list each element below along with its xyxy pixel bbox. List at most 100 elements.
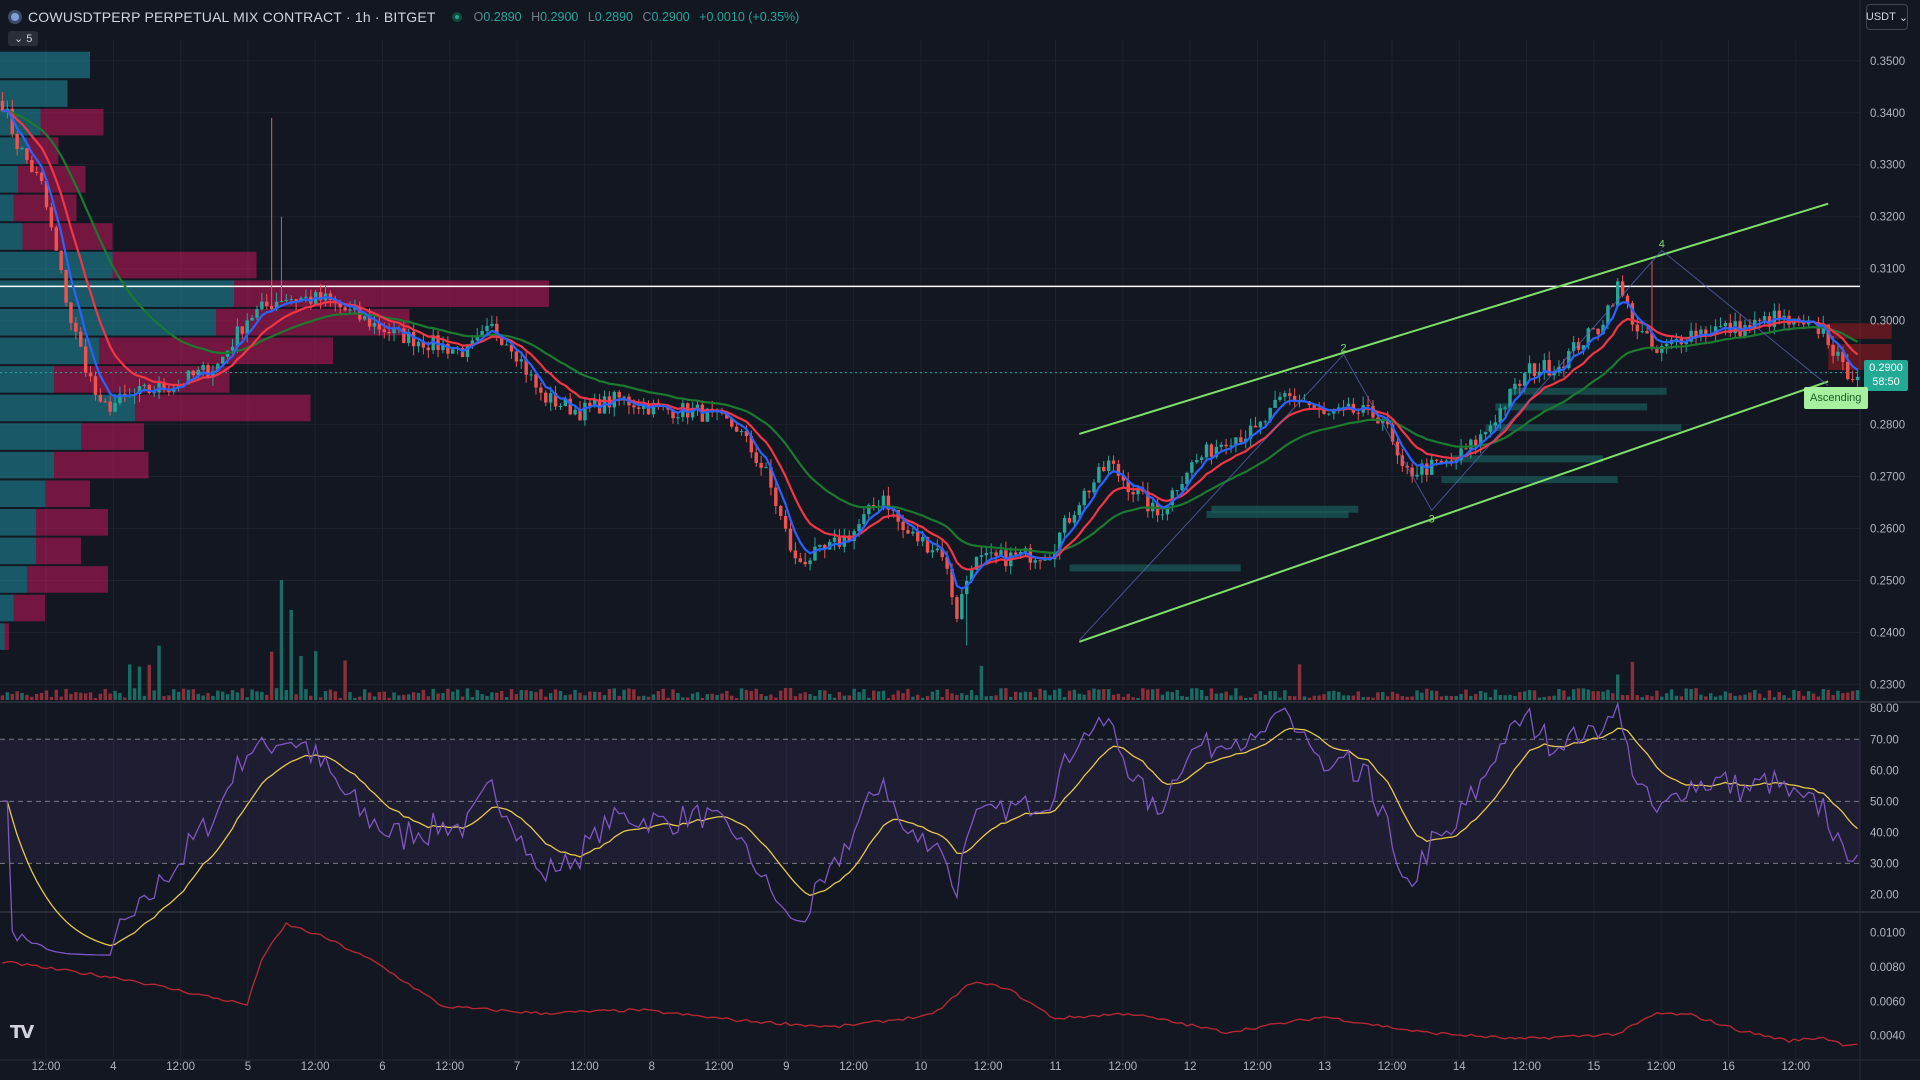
candle-body bbox=[1385, 419, 1390, 425]
candle-body bbox=[201, 364, 205, 370]
volume-bar bbox=[1439, 696, 1444, 700]
volume-bar bbox=[318, 697, 323, 700]
volume-bar bbox=[1009, 696, 1013, 700]
last-price-value: 0.2900 bbox=[1869, 362, 1903, 374]
low-label: L bbox=[587, 10, 595, 24]
volume-bar bbox=[93, 697, 98, 700]
volume-bar bbox=[1229, 695, 1233, 700]
volume-bar bbox=[925, 695, 930, 700]
candle-body bbox=[1410, 467, 1414, 477]
volume-bar bbox=[1757, 693, 1762, 700]
indicators-collapse-button[interactable]: ⌄ 5 bbox=[8, 31, 39, 46]
volume-bar bbox=[641, 695, 646, 700]
volume-profile-up bbox=[0, 337, 99, 365]
volume-bar bbox=[1268, 691, 1272, 700]
volume-bar bbox=[1557, 688, 1561, 700]
candle-body bbox=[637, 407, 641, 409]
candle-body bbox=[147, 384, 152, 394]
order-block bbox=[1485, 424, 1682, 432]
volume-bar bbox=[495, 692, 499, 700]
pattern-label[interactable]: Ascending bbox=[1804, 387, 1868, 409]
candle-body bbox=[1655, 347, 1659, 353]
volume-bar bbox=[1508, 694, 1512, 700]
time-axis-tick-label: 12:00 bbox=[1108, 1061, 1137, 1073]
volume-bar bbox=[553, 689, 558, 700]
time-axis-tick-label: 12:00 bbox=[32, 1061, 61, 1073]
candle-body bbox=[1601, 324, 1605, 335]
volume-bar bbox=[1219, 693, 1223, 700]
volume-bar bbox=[1057, 688, 1062, 700]
volume-bar bbox=[529, 691, 533, 700]
volume-bar bbox=[1376, 692, 1380, 700]
tradingview-logo-icon[interactable]: TV bbox=[10, 1022, 34, 1043]
candle-body bbox=[1625, 295, 1630, 304]
price-axis-tick-label: 0.2800 bbox=[1870, 420, 1905, 432]
volume-bar bbox=[1312, 695, 1316, 700]
volume-profile-down bbox=[40, 108, 104, 136]
candle-body bbox=[1821, 324, 1826, 334]
volume-bar bbox=[1327, 691, 1331, 700]
time-axis-tick-label: 5 bbox=[245, 1061, 251, 1073]
rsi-axis-tick-label: 70.00 bbox=[1870, 734, 1899, 746]
volume-bar bbox=[98, 693, 103, 700]
volume-bar bbox=[539, 689, 543, 700]
candle-body bbox=[1214, 446, 1219, 457]
volume-bar bbox=[964, 695, 969, 700]
volume-bar bbox=[235, 692, 240, 700]
volume-bar bbox=[309, 695, 313, 700]
volume-bar bbox=[504, 697, 509, 700]
volume-bar bbox=[1753, 689, 1757, 700]
symbol-title[interactable]: COWUSDTPERP PERPETUAL MIX CONTRACT · 1h … bbox=[28, 9, 436, 25]
volume-bar bbox=[783, 688, 788, 700]
currency-button[interactable]: USDT ⌄ bbox=[1866, 4, 1908, 30]
candle-body bbox=[1718, 326, 1723, 328]
volume-bar bbox=[1131, 697, 1135, 700]
candle-body bbox=[1498, 408, 1502, 423]
candle-body bbox=[1312, 405, 1316, 408]
candle-body bbox=[480, 330, 484, 336]
volume-bar bbox=[813, 695, 817, 700]
candle-body bbox=[372, 322, 377, 327]
candle-body bbox=[1503, 407, 1507, 409]
candle-body bbox=[1635, 324, 1640, 332]
volume-bar bbox=[1591, 691, 1595, 700]
candle-body bbox=[818, 544, 822, 547]
candle-body bbox=[578, 409, 582, 421]
volume-bar bbox=[1087, 690, 1091, 700]
volume-bar bbox=[876, 691, 881, 700]
volume-bar bbox=[1425, 688, 1429, 700]
volume-bar bbox=[818, 690, 822, 700]
volume-bar bbox=[935, 689, 940, 700]
candle-body bbox=[1253, 425, 1258, 428]
candle-body bbox=[1723, 322, 1728, 327]
volume-bar bbox=[1341, 695, 1346, 700]
volume-bar bbox=[304, 689, 308, 700]
candle-body bbox=[964, 580, 969, 595]
time-axis-tick-label: 15 bbox=[1588, 1061, 1601, 1073]
volume-bar bbox=[563, 695, 568, 700]
volume-bar bbox=[1547, 696, 1551, 700]
volume-profile-up bbox=[0, 80, 68, 107]
volume-bar bbox=[113, 690, 117, 700]
volume-bar bbox=[788, 688, 793, 700]
time-axis-tick-label: 13 bbox=[1318, 1061, 1331, 1073]
volume-bar bbox=[44, 690, 49, 700]
volume-bar bbox=[754, 688, 758, 700]
candle-body bbox=[1239, 437, 1243, 443]
volume-profile-down bbox=[112, 251, 257, 279]
volume-bar bbox=[725, 690, 729, 700]
volume-bar bbox=[1655, 690, 1659, 700]
volume-bar bbox=[406, 694, 411, 700]
high-value: 0.2900 bbox=[540, 10, 579, 24]
volume-bar bbox=[1537, 697, 1542, 700]
volume-bar bbox=[1571, 689, 1576, 700]
candle-body bbox=[338, 302, 342, 308]
volume-bar bbox=[1601, 691, 1605, 700]
volume-bar bbox=[1224, 691, 1228, 700]
volume-bar bbox=[108, 693, 112, 700]
order-block bbox=[1510, 387, 1667, 395]
time-axis-tick-label: 4 bbox=[110, 1061, 117, 1073]
open-label: O bbox=[473, 10, 484, 24]
volume-bar bbox=[1650, 696, 1654, 700]
